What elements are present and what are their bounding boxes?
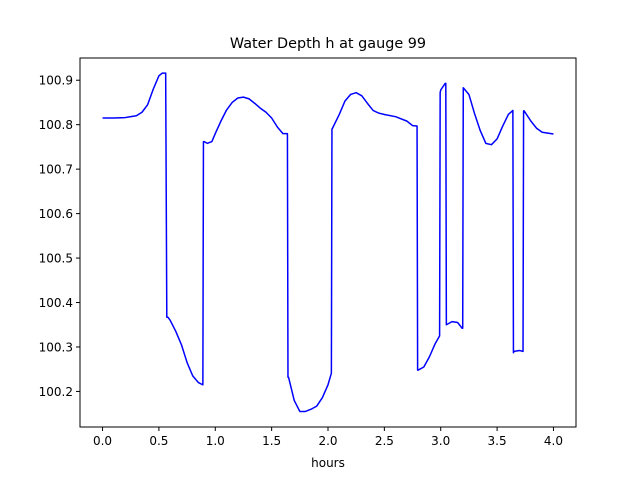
x-tick-label: 1.5 — [262, 434, 281, 448]
y-tick-label: 100.4 — [39, 296, 73, 310]
x-tick-label: 2.5 — [375, 434, 394, 448]
x-tick-label: 3.0 — [431, 434, 450, 448]
y-tick-label: 100.3 — [39, 340, 73, 354]
x-tick-label: 4.0 — [544, 434, 563, 448]
y-tick-label: 100.8 — [39, 118, 73, 132]
y-tick-label: 100.5 — [39, 252, 73, 266]
x-axis-label: hours — [311, 456, 345, 470]
y-tick-label: 100.9 — [39, 74, 73, 88]
x-tick-label: 0.0 — [93, 434, 112, 448]
x-axis: 0.0 0.5 1.0 1.5 2.0 2.5 3.0 3.5 4.0 — [93, 427, 563, 448]
plot-frame — [79, 57, 577, 428]
y-tick-label: 100.2 — [39, 385, 73, 399]
x-tick-label: 0.5 — [149, 434, 168, 448]
x-tick-label: 2.0 — [318, 434, 337, 448]
y-axis: 100.2 100.3 100.4 100.5 100.6 100.7 100.8 100.9 — [39, 74, 80, 399]
x-tick-label: 3.5 — [488, 434, 507, 448]
y-tick-label: 100.7 — [39, 163, 73, 177]
x-tick-label: 1.0 — [206, 434, 225, 448]
chart-title: Water Depth h at gauge 99 — [230, 36, 426, 52]
series-line — [102, 72, 554, 413]
y-tick-label: 100.6 — [39, 207, 73, 221]
plot-area — [102, 72, 554, 413]
